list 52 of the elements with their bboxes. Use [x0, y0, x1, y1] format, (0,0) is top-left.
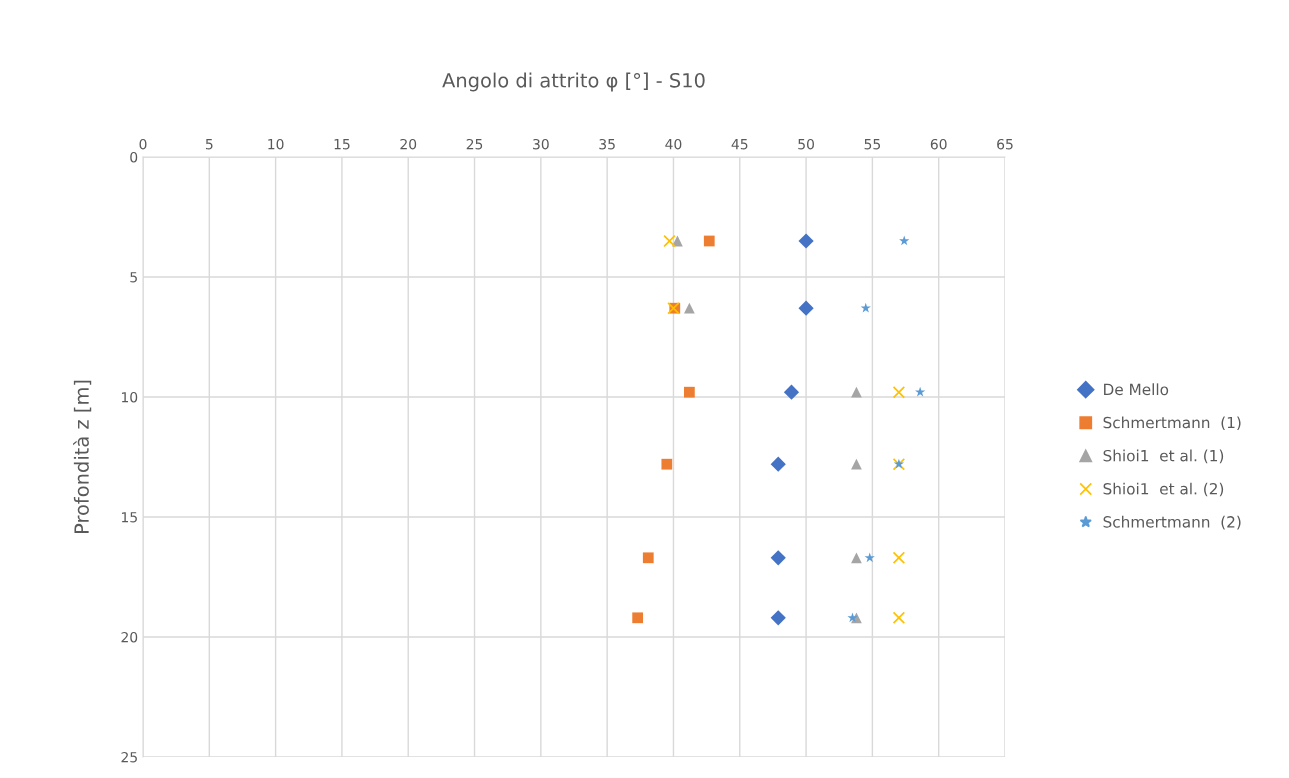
point: [703, 235, 715, 247]
point: [915, 386, 926, 397]
legend-label: Shioi1 et al. (2): [1103, 482, 1224, 497]
x-tick-label: 30: [533, 138, 549, 150]
point: [892, 611, 906, 625]
point: [892, 551, 906, 565]
point: [851, 386, 862, 398]
y-tick-label: 5: [130, 272, 137, 283]
point: [663, 234, 676, 248]
point: [851, 552, 862, 564]
x-tick-label: 5: [205, 139, 213, 150]
point: [851, 458, 862, 470]
x-tick-label: 40: [665, 138, 682, 150]
y-tick-label: 0: [130, 151, 138, 163]
x-tick-label: 0: [139, 138, 147, 150]
legend-label: Shioi1 et al. (1): [1103, 449, 1224, 464]
x-tick-label: 20: [400, 138, 417, 150]
chart-title: Angolo di attrito φ [°] - S10: [442, 72, 705, 92]
point: [860, 302, 871, 313]
x-tick-label: 25: [466, 138, 483, 150]
point: [672, 235, 683, 247]
legend-label: De Mello: [1104, 383, 1169, 396]
point: [770, 550, 786, 566]
y-tick-label: 20: [121, 631, 138, 643]
y-tick-label: 25: [121, 751, 137, 763]
point: [847, 612, 858, 623]
point: [770, 610, 786, 626]
y-axis-title: Profondità z [m]: [73, 380, 92, 534]
point: [892, 385, 906, 399]
point: [798, 233, 814, 249]
point: [770, 456, 786, 472]
point: [642, 552, 654, 564]
point: [899, 235, 910, 246]
point: [684, 386, 695, 398]
x-tick-label: 60: [930, 138, 947, 150]
point: [783, 384, 800, 400]
point: [684, 302, 695, 314]
point: [661, 458, 673, 470]
x-tick-label: 45: [731, 139, 748, 150]
x-tick-label: 55: [864, 139, 881, 150]
legend-label: Schmertmann (1): [1103, 416, 1241, 431]
y-tick-label: 15: [121, 512, 137, 523]
point: [798, 300, 814, 316]
x-tick-label: 10: [268, 138, 284, 150]
y-tick-label: 10: [121, 391, 138, 403]
x-tick-label: 15: [334, 139, 350, 150]
x-tick-label: 65: [997, 138, 1013, 150]
x-tick-label: 35: [599, 138, 615, 150]
x-tick-label: 50: [798, 138, 814, 150]
point: [632, 612, 644, 624]
point: [864, 552, 875, 563]
legend-label: Schmertmann (2): [1103, 515, 1241, 530]
